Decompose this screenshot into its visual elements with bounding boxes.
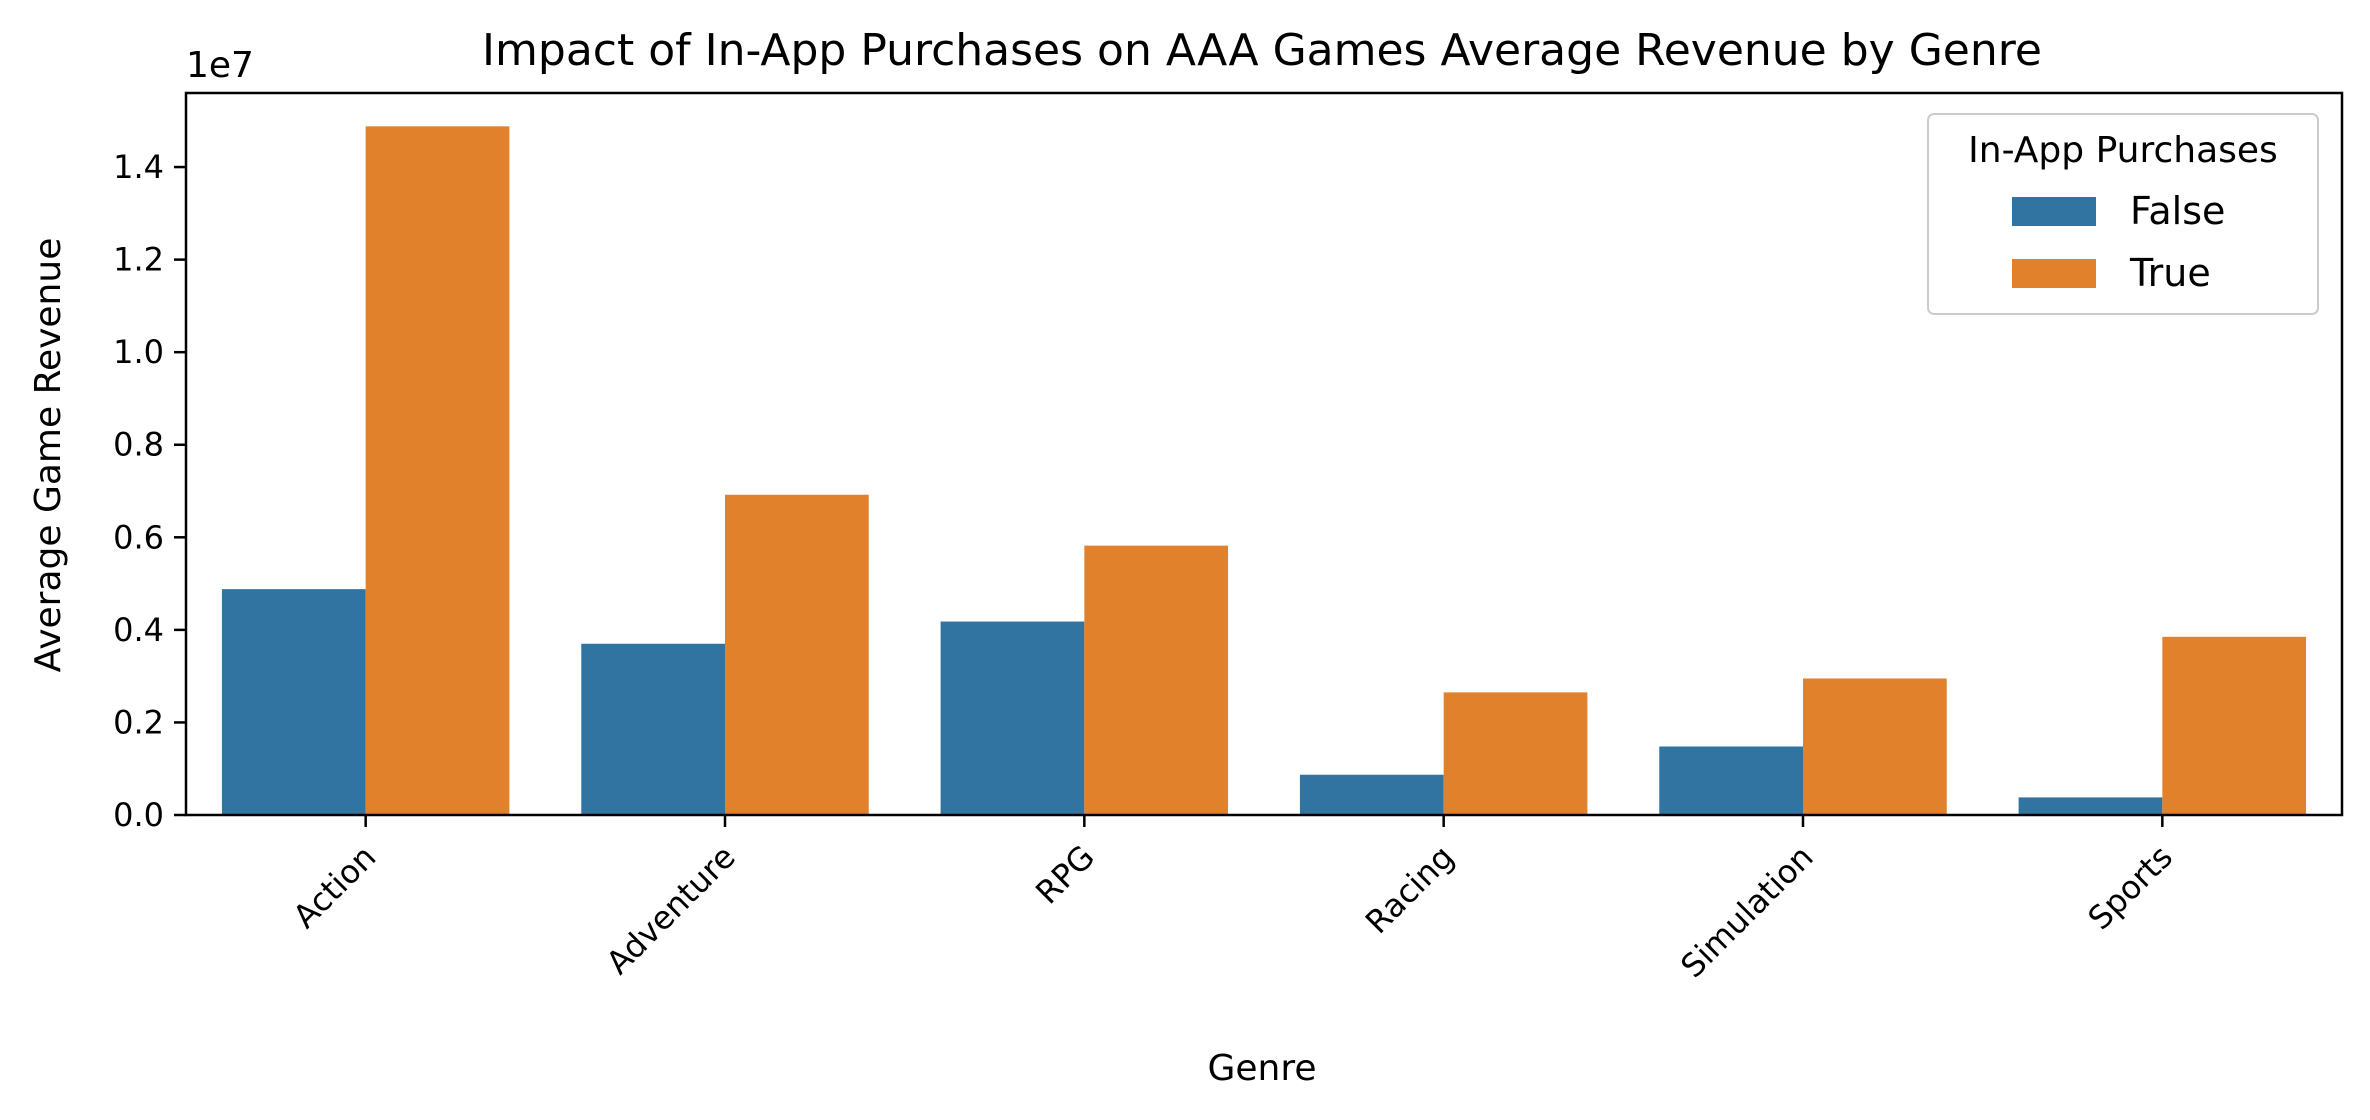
x-tick-label-adventure: Adventure <box>599 838 743 982</box>
bar-rpg-false <box>940 621 1085 815</box>
legend-items: False True <box>2012 189 2225 295</box>
y-tick-label: 0.2 <box>113 703 164 741</box>
bar-action-true <box>365 126 510 816</box>
y-tick-label: 0.6 <box>113 518 164 556</box>
y-tick-label: 0.8 <box>113 426 164 464</box>
y-axis-offset-label: 1e7 <box>186 45 254 86</box>
x-axis-label: Genre <box>1207 1048 1316 1089</box>
plot-frame <box>184 91 2344 817</box>
y-axis-label: Average Game Revenue <box>28 238 69 673</box>
bar-racing-true <box>1443 692 1588 815</box>
legend: In-App Purchases False True <box>1927 113 2319 315</box>
legend-label-false: False <box>2130 189 2225 233</box>
y-tick-label: 1.2 <box>113 241 164 279</box>
legend-swatch-true <box>2012 259 2096 288</box>
chart-title: Impact of In-App Purchases on AAA Games … <box>482 25 2042 76</box>
x-tick-label-simulation: Simulation <box>1673 838 1820 985</box>
y-tick-label: 1.4 <box>113 148 164 186</box>
legend-title: In-App Purchases <box>1968 130 2278 171</box>
bar-simulation-true <box>1803 678 1947 815</box>
axes-layer <box>184 91 2344 817</box>
bar-adventure-false <box>581 643 725 815</box>
x-tick-label-rpg: RPG <box>1028 838 1102 912</box>
bar-rpg-true <box>1084 545 1229 815</box>
legend-label-true: True <box>2129 251 2211 295</box>
x-tick-label-racing: Racing <box>1358 838 1461 941</box>
bar-sports-false <box>2018 797 2163 815</box>
x-tick-label-sports: Sports <box>2081 838 2180 937</box>
x-tick-label-action: Action <box>286 838 384 936</box>
legend-swatch-false <box>2012 197 2096 226</box>
y-tick-label: 0.0 <box>113 796 164 834</box>
y-tick-label: 1.0 <box>113 333 164 371</box>
bar-racing-false <box>1299 774 1444 815</box>
bar-sports-true <box>2162 636 2307 815</box>
y-tick-label: 0.4 <box>113 611 164 649</box>
bars-layer <box>221 126 2307 816</box>
bar-action-false <box>221 589 366 815</box>
bar-adventure-true <box>725 494 869 815</box>
bar-simulation-false <box>1659 746 1803 815</box>
